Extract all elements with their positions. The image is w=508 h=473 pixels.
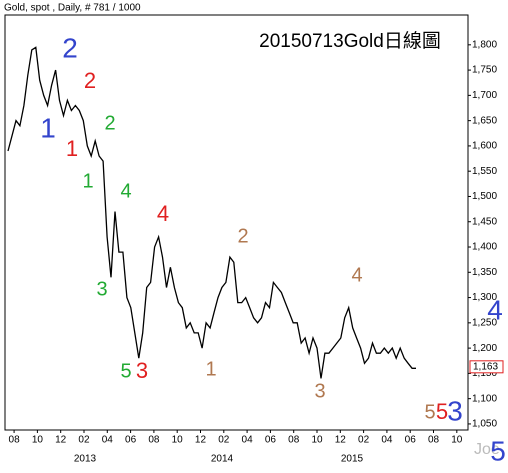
wave-label: 5 xyxy=(424,401,435,423)
x-tick-label: 12 xyxy=(55,435,67,446)
x-tick-label: 08 xyxy=(148,435,160,446)
x-tick-label: 06 xyxy=(125,435,137,446)
x-tick-label: 06 xyxy=(405,435,417,446)
wave-label: 4 xyxy=(351,264,362,286)
x-tick-label: 08 xyxy=(428,435,440,446)
y-tick-label: 1,100 xyxy=(472,393,497,404)
y-tick-label: 1,200 xyxy=(472,343,497,354)
wave-label: 3 xyxy=(447,395,463,426)
x-tick-label: 10 xyxy=(172,435,184,446)
wave-label: 3 xyxy=(314,380,325,402)
y-tick-label: 1,450 xyxy=(472,216,497,227)
y-tick-label: 1,300 xyxy=(472,292,497,303)
y-tick-label: 1,500 xyxy=(472,191,497,202)
last-price-label: 1,163 xyxy=(473,361,498,372)
x-tick-label: 08 xyxy=(9,435,21,446)
wave-label: 5 xyxy=(120,360,131,382)
wave-label: 2 xyxy=(237,225,248,247)
x-tick-label: 10 xyxy=(451,435,463,446)
x-tick-label: 10 xyxy=(311,435,323,446)
y-tick-label: 1,700 xyxy=(472,90,497,101)
price-line xyxy=(7,46,416,379)
wave-label: 2 xyxy=(84,68,96,93)
x-tick-label: 02 xyxy=(78,435,90,446)
x-tick-label: 06 xyxy=(265,435,277,446)
last-price-box xyxy=(469,360,504,374)
year-label: 2014 xyxy=(211,454,234,465)
y-tick-label: 1,800 xyxy=(472,39,497,50)
x-tick-label: 04 xyxy=(102,435,114,446)
year-label: 2013 xyxy=(74,454,97,465)
y-tick-label: 1,250 xyxy=(472,317,497,328)
x-tick-label: 02 xyxy=(218,435,230,446)
y-tick-label: 1,050 xyxy=(472,419,497,430)
x-tick-label: 04 xyxy=(242,435,254,446)
wave-label: 2 xyxy=(104,112,115,134)
x-tick-label: 10 xyxy=(32,435,44,446)
wave-label: 1 xyxy=(82,170,93,192)
chart-title: 20150713Gold日線圖 xyxy=(259,30,441,52)
x-tick-label: 12 xyxy=(195,435,207,446)
y-tick-label: 1,550 xyxy=(472,166,497,177)
x-tick-label: 04 xyxy=(381,435,393,446)
wave-label: 4 xyxy=(487,294,503,325)
y-tick-label: 1,750 xyxy=(472,65,497,76)
wave-label: 3 xyxy=(136,358,148,383)
wave-label: 1 xyxy=(40,112,56,143)
y-tick-label: 1,650 xyxy=(472,115,497,126)
chart-header: Gold, spot , Daily, # 781 / 1000 xyxy=(4,3,141,14)
wave-label: 4 xyxy=(157,201,169,226)
wave-label: 1 xyxy=(205,358,216,380)
y-tick-label: 1,400 xyxy=(472,242,497,253)
wave-label: 3 xyxy=(96,278,107,300)
year-label: 2015 xyxy=(341,454,364,465)
wave-label: 4 xyxy=(120,180,131,202)
y-tick-label: 1,150 xyxy=(472,368,497,379)
wave-label: 1 xyxy=(66,136,78,161)
plot-frame xyxy=(4,14,469,431)
wave-label: 5 xyxy=(436,399,448,424)
wave-label: 2 xyxy=(62,32,78,63)
x-tick-label: 08 xyxy=(288,435,300,446)
watermark: Joe xyxy=(474,441,500,458)
wave-label: 5 xyxy=(490,435,506,466)
x-tick-label: 12 xyxy=(335,435,347,446)
y-tick-label: 1,350 xyxy=(472,267,497,278)
y-tick-label: 1,600 xyxy=(472,141,497,152)
x-tick-label: 02 xyxy=(358,435,370,446)
